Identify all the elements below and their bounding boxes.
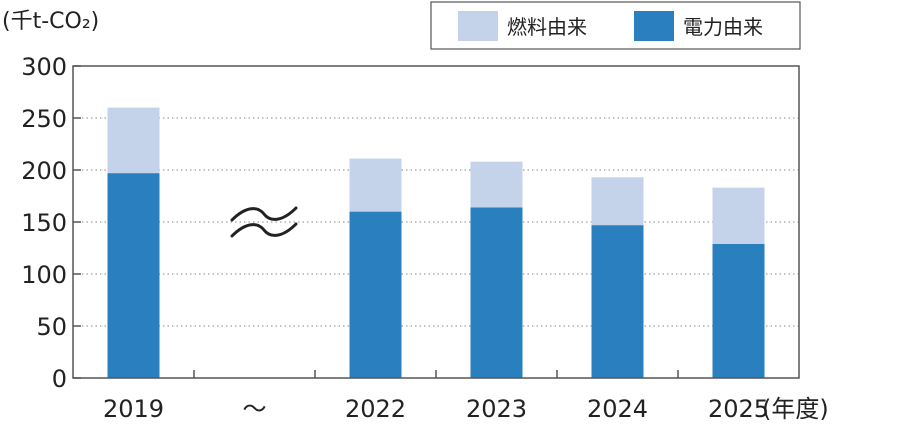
- x-tick-label-0: 2019: [103, 395, 164, 423]
- y-axis-ticks: 0 50 100 150 200 250 300: [21, 53, 81, 393]
- y-tick-label-150: 150: [21, 209, 67, 237]
- bar-2024-fuel: [591, 177, 644, 226]
- y-tick-label-100: 100: [21, 261, 67, 289]
- legend-swatch-fuel: [458, 11, 498, 41]
- bar-2019-fuel: [107, 107, 160, 174]
- y-tick-label-0: 0: [52, 365, 67, 393]
- x-tick-label-3: 2023: [466, 395, 527, 423]
- bars: [107, 107, 765, 378]
- x-axis-ticks: 2019 〜 2022 2023 2024 2025: [103, 370, 769, 423]
- legend-swatch-electric: [634, 11, 674, 41]
- legend-label-fuel: 燃料由来: [507, 15, 587, 39]
- y-tick-label-200: 200: [21, 157, 67, 185]
- x-tick-label-4: 2024: [587, 395, 648, 423]
- bar-2023-fuel: [470, 161, 523, 208]
- y-axis-unit-label: (千t-CO₂): [2, 9, 99, 34]
- bar-2019-electric: [107, 173, 160, 378]
- axis-break-symbol: [230, 206, 298, 238]
- x-tick-label-5: 2025: [708, 395, 769, 423]
- bar-2025-electric: [712, 243, 765, 378]
- x-axis-unit-label: (年度): [762, 395, 829, 423]
- x-tick-label-1: 〜: [243, 395, 267, 423]
- x-tick-label-2: 2022: [345, 395, 406, 423]
- grid-lines: [73, 117, 799, 327]
- legend-label-electric: 電力由来: [683, 15, 763, 39]
- bar-2025-fuel: [712, 187, 765, 244]
- bar-2022-fuel: [349, 158, 402, 212]
- bar-2023-electric: [470, 207, 523, 378]
- y-tick-label-50: 50: [36, 313, 67, 341]
- y-tick-label-250: 250: [21, 105, 67, 133]
- bar-2024-electric: [591, 225, 644, 378]
- legend: 燃料由来 電力由来: [430, 1, 801, 50]
- y-tick-label-300: 300: [21, 53, 67, 81]
- bar-2022-electric: [349, 211, 402, 378]
